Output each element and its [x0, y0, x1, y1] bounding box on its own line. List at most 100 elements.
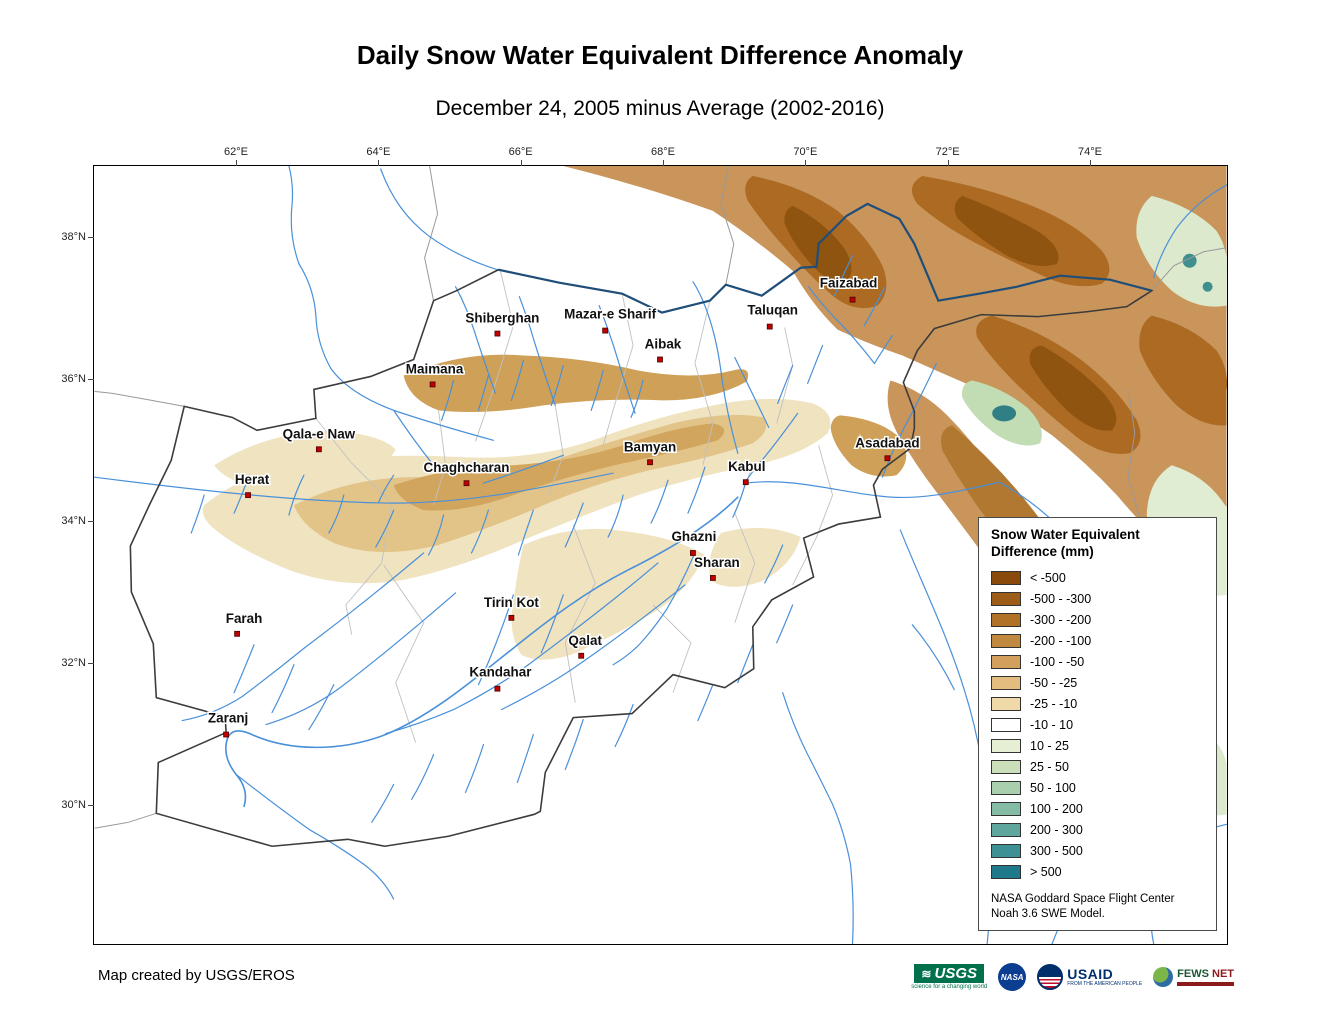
city-marker — [578, 652, 585, 659]
longitude-tick — [947, 160, 949, 166]
river-path — [288, 166, 300, 265]
city-label: Qala-e Naw — [283, 426, 356, 441]
longitude-tick — [378, 160, 380, 166]
terrain-path — [214, 431, 396, 488]
city-maimana: Maimana — [404, 360, 465, 388]
city-label: Chaghcharan — [424, 460, 510, 475]
terrain-path — [1029, 345, 1117, 431]
province-border-path — [602, 293, 634, 446]
city-kandahar: Kandahar — [468, 663, 534, 692]
province-border-path — [433, 410, 447, 506]
latitude-tick — [88, 663, 94, 664]
longitude-tick — [805, 160, 807, 166]
city-marker — [602, 327, 609, 334]
river-path — [732, 484, 746, 518]
longitude-label: 70°E — [793, 146, 818, 158]
city-label: Faizabad — [820, 276, 878, 291]
city-label: Sharan — [694, 555, 740, 570]
city-label: Asadabad — [855, 435, 919, 450]
terrain-path — [403, 354, 749, 413]
city-label: Maimana — [406, 361, 464, 376]
city-label: Ghazni — [671, 529, 716, 544]
legend-entry-label: 300 - 500 — [1030, 844, 1083, 859]
city-marker — [742, 479, 749, 486]
usaid-tagline: FROM THE AMERICAN PEOPLE — [1067, 981, 1143, 987]
neighbor-border-path — [720, 166, 735, 285]
terrain-path — [511, 528, 705, 660]
city-marker — [849, 296, 856, 303]
legend-swatch — [991, 802, 1021, 817]
fewsnet-globe-icon — [1153, 967, 1174, 987]
legend-entry-label: > 500 — [1030, 865, 1062, 880]
legend-entry-label: 200 - 300 — [1030, 823, 1083, 838]
page-title: Daily Snow Water Equivalent Difference A… — [356, 40, 964, 70]
city-sharan: Sharan — [693, 553, 741, 581]
legend-swatch — [991, 823, 1021, 838]
legend-title: Snow Water Equivalent Difference (mm) — [991, 527, 1204, 561]
city-marker — [315, 446, 322, 453]
longitude-label: 66°E — [508, 146, 533, 158]
legend-entry: > 500 — [991, 862, 1204, 883]
usaid-seal-icon — [1037, 964, 1064, 990]
legend-entry: -10 - 10 — [991, 715, 1204, 736]
city-marker — [245, 492, 251, 499]
legend-swatch — [991, 718, 1021, 733]
latitude-tick — [88, 379, 94, 380]
city-tirin-kot: Tirin Kot — [482, 593, 541, 621]
map-frame: 62°E 64°E 66°E 68°E 70°E 72°E 74°E 38°N 36°N 34°… — [61, 146, 1228, 945]
city-label: Kandahar — [469, 665, 532, 680]
city-qalat: Qalat — [567, 631, 604, 659]
longitude-label: 74°E — [1077, 146, 1102, 158]
province-border-path — [652, 604, 692, 693]
city-marker — [463, 480, 470, 487]
legend-entry: -200 - -100 — [991, 631, 1204, 652]
river-path — [777, 255, 886, 404]
city-marker — [429, 381, 436, 388]
nasa-logo-text: NASA — [1000, 972, 1024, 982]
river-path — [500, 584, 686, 711]
legend-entry: 50 - 100 — [991, 778, 1204, 799]
fewsnet-bar — [1177, 981, 1234, 986]
legend-swatch — [991, 760, 1021, 775]
latitude-tick — [88, 237, 94, 238]
country-border-layer — [129, 202, 1154, 848]
neighbor-border-path — [1151, 247, 1227, 292]
terrain-path — [1182, 253, 1197, 268]
latitude-tick — [88, 805, 94, 806]
legend-title-line-1: Snow Water Equivalent — [991, 527, 1140, 542]
neighbor-border-path — [424, 166, 439, 301]
fewsnet-logo: FEWS NET — [1153, 967, 1234, 987]
river-path — [181, 552, 425, 722]
river-path — [598, 305, 636, 414]
legend-entry: -300 - -200 — [991, 610, 1204, 631]
river-path — [440, 359, 644, 421]
terrain-path — [1136, 195, 1227, 307]
latitude-label: 32°N — [61, 657, 86, 669]
city-marker — [508, 614, 515, 621]
city-label: Qalat — [568, 633, 602, 648]
usgs-wave-icon: ≋ — [921, 966, 932, 981]
legend-entries: < -500 -500 - -300 -300 - -200 -200 - -100 -… — [991, 568, 1204, 883]
river-path — [380, 168, 502, 272]
river-path — [265, 592, 457, 726]
river-path — [225, 496, 739, 808]
city-marker — [766, 323, 773, 330]
city-label: Shiberghan — [465, 311, 539, 326]
legend-entry-label: -300 - -200 — [1030, 613, 1092, 628]
province-border-path — [792, 445, 834, 586]
terrain-path — [954, 195, 1059, 266]
longitude-label: 64°E — [366, 146, 391, 158]
legend-entry-label: 100 - 200 — [1030, 802, 1083, 817]
city-label: Farah — [226, 611, 263, 626]
legend-entry-label: -50 - -25 — [1030, 676, 1078, 691]
legend-swatch — [991, 634, 1021, 649]
terrain-path — [1202, 281, 1213, 292]
legend-entry: -50 - -25 — [991, 673, 1204, 694]
river-path — [235, 773, 395, 900]
legend-entry-label: -100 - -50 — [1030, 655, 1085, 670]
legend-swatch — [991, 613, 1021, 628]
river-path — [745, 412, 799, 482]
longitude-tick — [662, 160, 664, 166]
river-path — [697, 544, 794, 722]
usgs-logo-text: USGS — [934, 965, 977, 982]
